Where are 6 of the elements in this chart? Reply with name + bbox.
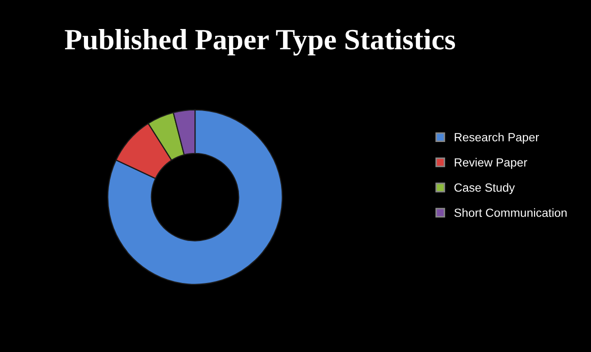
legend-label: Research Paper — [454, 132, 539, 144]
donut-slice — [107, 109, 283, 285]
chart-title: Published Paper Type Statistics — [64, 28, 456, 56]
legend-label: Review Paper — [454, 158, 528, 169]
legend-label: Short Communication — [454, 208, 567, 217]
legend-label: Case Study — [454, 183, 515, 194]
